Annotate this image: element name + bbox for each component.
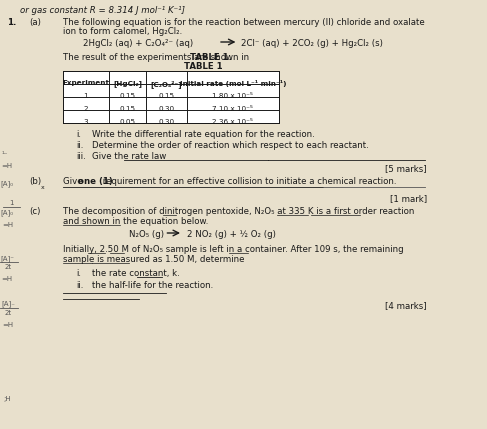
Text: 0.30: 0.30 <box>158 106 174 112</box>
Text: i.: i. <box>76 269 81 278</box>
Text: one (1): one (1) <box>77 177 112 186</box>
Text: Experiment: Experiment <box>62 80 110 86</box>
Text: or gas constant R = 8.314 J mol⁻¹ K⁻¹]: or gas constant R = 8.314 J mol⁻¹ K⁻¹] <box>20 6 186 15</box>
Text: Determine the order of reaction which respect to each reactant.: Determine the order of reaction which re… <box>93 141 369 150</box>
Text: N₂O₅ (g): N₂O₅ (g) <box>130 230 164 239</box>
Text: ii.: ii. <box>76 281 83 290</box>
Text: i.: i. <box>76 130 81 139</box>
Text: ¹⁻: ¹⁻ <box>2 152 8 158</box>
Text: 1: 1 <box>9 200 14 206</box>
Text: [1 mark]: [1 mark] <box>390 194 427 203</box>
Text: 0.15: 0.15 <box>119 93 135 99</box>
Text: The result of the experiments are shown in: The result of the experiments are shown … <box>63 53 252 62</box>
Text: 2: 2 <box>84 106 88 112</box>
Text: the half-life for the reaction.: the half-life for the reaction. <box>93 281 214 290</box>
Text: Initial rate (mol L⁻¹ min⁻¹): Initial rate (mol L⁻¹ min⁻¹) <box>180 80 286 87</box>
Text: and shown in the equation below.: and shown in the equation below. <box>63 217 208 226</box>
Text: ;H: ;H <box>4 396 11 402</box>
Text: sample is measured as 1.50 M, determine: sample is measured as 1.50 M, determine <box>63 255 244 264</box>
Text: 1.80 x 10⁻⁵: 1.80 x 10⁻⁵ <box>212 93 253 99</box>
Text: 0.15: 0.15 <box>119 106 135 112</box>
Text: iii.: iii. <box>76 152 86 161</box>
Text: 2Cl⁻ (aq) + 2CO₂ (g) + Hg₂Cl₂ (s): 2Cl⁻ (aq) + 2CO₂ (g) + Hg₂Cl₂ (s) <box>241 39 383 48</box>
Text: requirement for an effective collision to initiate a chemical reaction.: requirement for an effective collision t… <box>100 177 396 186</box>
Text: [C₂O₄²⁻]: [C₂O₄²⁻] <box>150 80 182 88</box>
Text: (b): (b) <box>30 177 42 186</box>
Text: The decomposition of dinitrogen pentoxide, N₂O₅ at 335 K is a first order reacti: The decomposition of dinitrogen pentoxid… <box>63 207 414 216</box>
Text: =H: =H <box>1 276 12 282</box>
Text: 2HgCl₂ (aq) + C₂O₄²⁻ (aq): 2HgCl₂ (aq) + C₂O₄²⁻ (aq) <box>83 39 193 48</box>
Text: (c): (c) <box>30 207 41 216</box>
Text: Give the rate law: Give the rate law <box>93 152 167 161</box>
Text: [HgCl₂]: [HgCl₂] <box>113 80 142 87</box>
Text: 1.: 1. <box>7 18 17 27</box>
Text: TABLE 1.: TABLE 1. <box>190 53 232 62</box>
Text: 3: 3 <box>84 119 88 125</box>
Text: [A]⁻: [A]⁻ <box>0 255 14 262</box>
Bar <box>63 71 279 123</box>
Text: [4 marks]: [4 marks] <box>385 301 427 310</box>
Text: TABLE 1: TABLE 1 <box>184 62 223 71</box>
Text: ii.: ii. <box>76 141 83 150</box>
Text: the rate constant, k.: the rate constant, k. <box>93 269 180 278</box>
Text: 2.36 x 10⁻⁵: 2.36 x 10⁻⁵ <box>212 119 253 125</box>
Text: Give: Give <box>63 177 85 186</box>
Text: [5 marks]: [5 marks] <box>385 164 427 173</box>
Text: x: x <box>40 185 44 190</box>
Text: 0.05: 0.05 <box>119 119 135 125</box>
Text: 2 NO₂ (g) + ½ O₂ (g): 2 NO₂ (g) + ½ O₂ (g) <box>187 230 276 239</box>
Text: Write the differential rate equation for the reaction.: Write the differential rate equation for… <box>93 130 315 139</box>
Text: =H: =H <box>1 163 12 169</box>
Text: 1: 1 <box>84 93 88 99</box>
Text: [A]₋: [A]₋ <box>1 300 15 307</box>
Text: ion to form calomel, Hg₂Cl₂.: ion to form calomel, Hg₂Cl₂. <box>63 27 182 36</box>
Text: 2t: 2t <box>4 264 12 270</box>
Text: [A]₀: [A]₀ <box>0 180 13 187</box>
Text: 0.15: 0.15 <box>158 93 174 99</box>
Text: [A]₀: [A]₀ <box>0 209 13 216</box>
Text: =H: =H <box>2 222 13 228</box>
Text: The following equation is for the reaction between mercury (II) chloride and oxa: The following equation is for the reacti… <box>63 18 425 27</box>
Text: 7.10 x 10⁻⁵: 7.10 x 10⁻⁵ <box>212 106 253 112</box>
Text: Initially, 2.50 M of N₂O₅ sample is left in a container. After 109 s, the remain: Initially, 2.50 M of N₂O₅ sample is left… <box>63 245 403 254</box>
Text: 2t: 2t <box>4 310 12 316</box>
Text: =H: =H <box>2 322 13 328</box>
Text: (a): (a) <box>30 18 41 27</box>
Text: 0.30: 0.30 <box>158 119 174 125</box>
